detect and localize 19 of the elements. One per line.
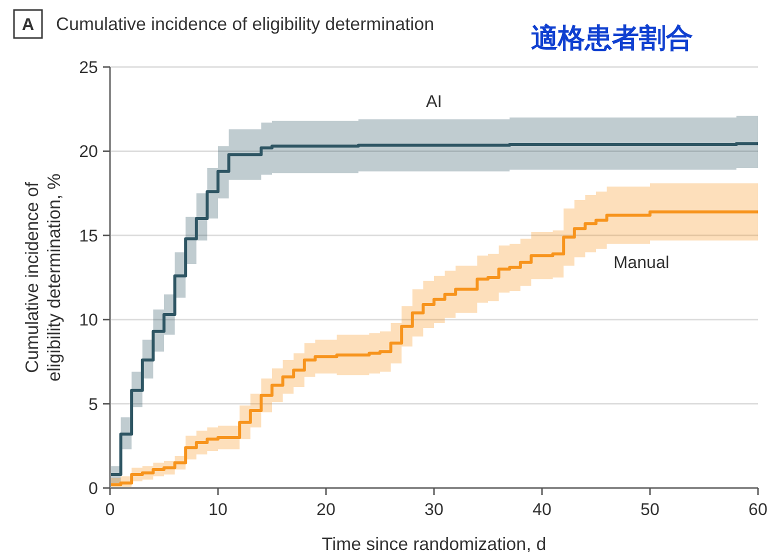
chart-title: Cumulative incidence of eligibility determination — [56, 14, 434, 34]
y-axis-title: Cumulative incidence of eligibility determination, % — [22, 173, 64, 382]
y-tick-label: 10 — [79, 310, 98, 330]
x-tick-label: 40 — [532, 500, 552, 519]
x-tick-label: 10 — [208, 500, 228, 519]
x-tick-label: 60 — [748, 500, 768, 519]
x-tick-label: 0 — [105, 500, 115, 519]
y-tick-label: 5 — [88, 394, 98, 414]
y-tick-label: 0 — [88, 479, 98, 498]
y-tick-label: 25 — [79, 58, 98, 77]
x-axis-title: Time since randomization, d — [322, 534, 546, 552]
y-tick-label: 15 — [79, 226, 98, 246]
series-label: Manual — [613, 252, 670, 272]
y-tick-label: 20 — [79, 142, 98, 162]
x-tick-label: 50 — [640, 500, 660, 519]
text: AI — [426, 92, 442, 112]
text: 適格患者割合 — [531, 23, 693, 53]
x-tick-label: 20 — [316, 500, 336, 519]
x-tick-label: 30 — [424, 500, 444, 519]
